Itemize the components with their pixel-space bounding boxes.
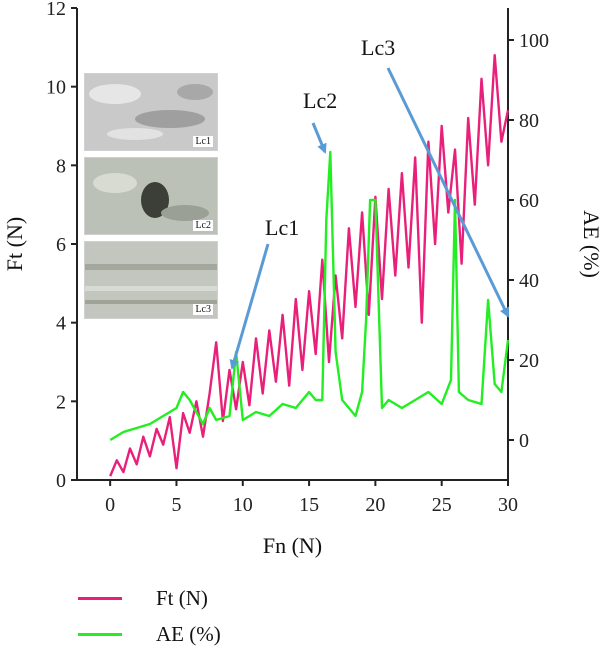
annotation-arrow-lc1 — [229, 243, 270, 370]
y2-tick-label: 80 — [519, 110, 539, 132]
inset-image-lc3: Lc3 — [84, 241, 218, 319]
y-tick-label: 8 — [56, 155, 66, 177]
annotation-label-lc2: Lc2 — [303, 88, 337, 113]
y-tick-label: 12 — [46, 0, 66, 20]
y2-tick-label: 60 — [519, 190, 539, 212]
annotation-arrow-lc3 — [386, 67, 510, 318]
y2-tick-label: 100 — [519, 30, 549, 52]
series-layer — [109, 54, 510, 477]
legend: Ft (N) AE (%) — [78, 580, 221, 652]
legend-swatch-ft — [78, 596, 122, 600]
legend-item-ft: Ft (N) — [78, 580, 221, 616]
y2-axis-title: AE (%) — [579, 210, 600, 278]
y-tick-label: 0 — [56, 470, 66, 492]
inset-image-lc2: Lc2 — [84, 157, 218, 235]
inset-tag-lc3: Lc3 — [193, 304, 213, 315]
annotation-arrow-lc2 — [311, 122, 327, 154]
x-axis-title: Fn (N) — [263, 533, 322, 558]
y-tick-label: 2 — [56, 391, 66, 413]
y-axis-title: Ft (N) — [2, 217, 27, 271]
micrograph-lc3 — [85, 242, 217, 318]
inset-tag-lc2: Lc2 — [193, 220, 213, 231]
axes: 0 5 10 15 20 25 30 0 2 4 6 8 10 12 0 20 40 60 80 100 Fn (N) F… — [2, 0, 600, 558]
y2-tick-label: 40 — [519, 270, 539, 292]
y-tick-label: 10 — [46, 77, 66, 99]
inset-tag-lc1: Lc1 — [193, 136, 213, 147]
series-line-ft — [109, 54, 510, 477]
annotation-layer: Lc1 Lc2 Lc3 — [229, 35, 510, 370]
legend-label-ae: AE (%) — [156, 621, 221, 646]
x-tick-label: 25 — [432, 494, 452, 516]
y2-tick-label: 0 — [519, 430, 529, 452]
x-tick-label: 30 — [498, 494, 518, 516]
legend-swatch-ae — [78, 632, 122, 636]
y-tick-label: 4 — [56, 313, 66, 335]
y-tick-label: 6 — [56, 234, 66, 256]
x-tick-label: 10 — [233, 494, 253, 516]
x-tick-label: 20 — [365, 494, 385, 516]
legend-label-ft: Ft (N) — [156, 585, 208, 610]
x-tick-label: 5 — [171, 494, 181, 516]
annotation-label-lc1: Lc1 — [265, 215, 299, 240]
y2-tick-label: 20 — [519, 350, 539, 372]
annotation-label-lc3: Lc3 — [361, 35, 395, 60]
legend-item-ae: AE (%) — [78, 616, 221, 652]
x-tick-label: 15 — [299, 494, 319, 516]
x-tick-label: 0 — [105, 494, 115, 516]
inset-image-lc1: Lc1 — [84, 73, 218, 151]
series-line-ae — [109, 150, 510, 442]
